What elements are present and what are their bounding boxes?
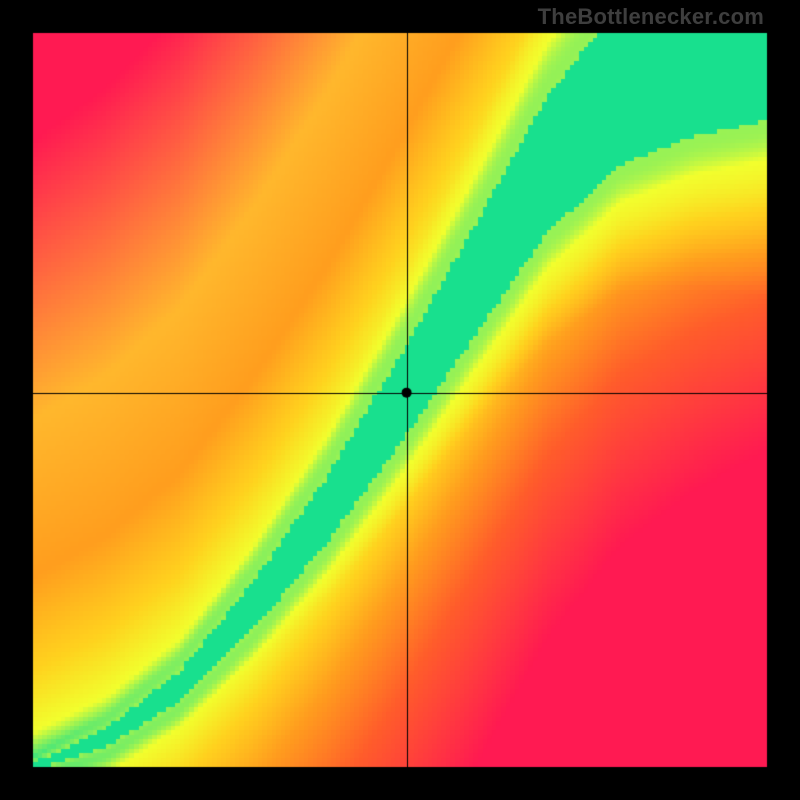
watermark-text: TheBottlenecker.com: [538, 4, 764, 30]
chart-container: TheBottlenecker.com: [0, 0, 800, 800]
bottleneck-heatmap: [0, 0, 800, 800]
